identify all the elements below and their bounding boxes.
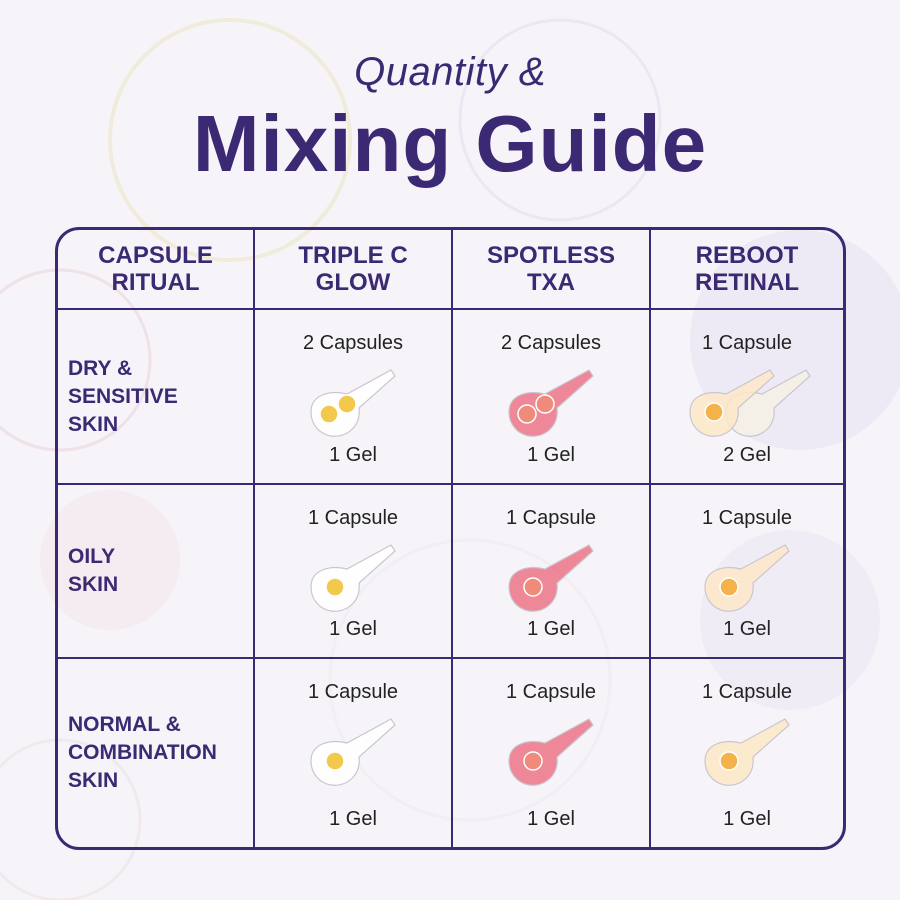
mix-cell: 2 Capsules 1 Gel — [453, 310, 651, 485]
gel-quantity: 1 Gel — [329, 618, 377, 640]
mixing-guide-table: CAPSULE RITUAL TRIPLE C GLOW SPOTLESS TXA R… — [55, 227, 846, 850]
capsule-quantity: 1 Capsule — [505, 681, 597, 703]
column-header: REBOOT RETINAL — [651, 230, 843, 310]
skin-type-label: DRY & SENSITIVE SKIN — [68, 356, 178, 436]
column-header-label: REBOOT RETINAL — [695, 242, 799, 296]
gel-quantity: 1 Gel — [527, 808, 575, 830]
serum-spoon-icon — [689, 369, 811, 437]
skin-type-label: NORMAL & COMBINATION SKIN — [68, 713, 217, 792]
mix-cell: 1 Capsule 1 Gel — [255, 485, 453, 659]
mix-cell: 1 Capsule 1 Gel — [651, 659, 843, 847]
capsule-quantity: 1 Capsule — [307, 681, 399, 703]
serum-spoon-icon — [508, 718, 594, 786]
capsule-quantity: 2 Capsules — [500, 332, 602, 354]
gel-quantity: 1 Gel — [329, 444, 377, 466]
column-header-label: SPOTLESS TXA — [486, 242, 616, 296]
skin-type-header: OILY SKIN — [58, 485, 255, 659]
gel-quantity: 1 Gel — [723, 808, 771, 830]
capsule-quantity: 1 Capsule — [701, 507, 793, 529]
gel-quantity: 1 Gel — [723, 618, 771, 640]
gel-quantity: 2 Gel — [723, 444, 771, 466]
capsule-quantity: 1 Capsule — [701, 681, 793, 703]
capsule-quantity: 1 Capsule — [505, 507, 597, 529]
serum-spoon-icon — [310, 718, 396, 786]
mix-cell: 1 Capsule 1 Gel — [255, 659, 453, 847]
column-header: TRIPLE C GLOW — [255, 230, 453, 310]
capsule-ritual-header: CAPSULE RITUAL — [98, 242, 213, 296]
page-title: Mixing Guide — [192, 99, 708, 188]
gel-quantity: 1 Gel — [329, 808, 377, 830]
corner-header: CAPSULE RITUAL — [58, 230, 255, 310]
serum-spoon-icon — [508, 369, 594, 437]
serum-spoon-icon — [704, 718, 790, 786]
skin-type-header: NORMAL & COMBINATION SKIN — [58, 659, 255, 847]
title-line-1: Quantity & — [354, 50, 546, 94]
mix-cell: 1 Capsule 1 Gel — [651, 485, 843, 659]
serum-spoon-icon — [310, 544, 396, 612]
serum-spoon-icon — [508, 544, 594, 612]
skin-type-label: OILY SKIN — [68, 545, 119, 596]
mix-cell: 2 Capsules 1 Gel — [255, 310, 453, 485]
skin-type-header: DRY & SENSITIVE SKIN — [58, 310, 255, 485]
gel-quantity: 1 Gel — [527, 618, 575, 640]
capsule-quantity: 1 Capsule — [307, 507, 399, 529]
mix-cell: 1 Capsule 1 Gel — [453, 485, 651, 659]
capsule-quantity: 2 Capsules — [302, 332, 404, 354]
serum-spoon-icon — [310, 369, 396, 437]
gel-quantity: 1 Gel — [527, 444, 575, 466]
mix-cell: 1 Capsule 2 Gel — [651, 310, 843, 485]
column-header: SPOTLESS TXA — [453, 230, 651, 310]
serum-spoon-icon — [704, 544, 790, 612]
column-header-label: TRIPLE C GLOW — [298, 242, 408, 296]
capsule-quantity: 1 Capsule — [701, 332, 793, 354]
mix-cell: 1 Capsule 1 Gel — [453, 659, 651, 847]
